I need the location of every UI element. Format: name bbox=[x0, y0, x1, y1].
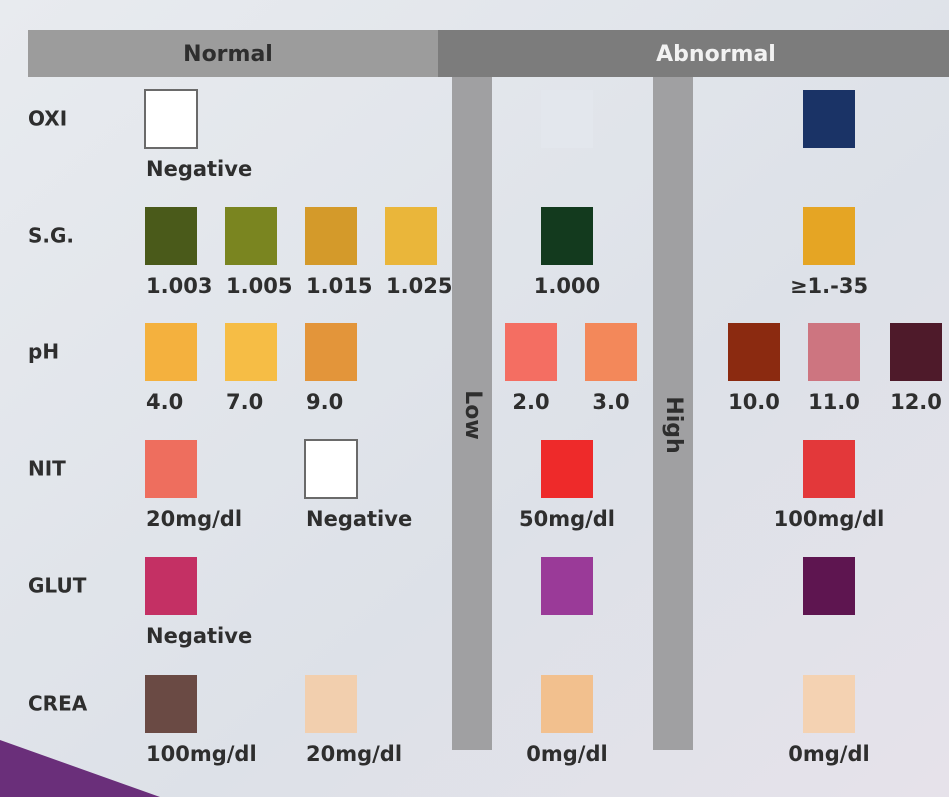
swatch bbox=[145, 557, 197, 615]
row-name: pH bbox=[28, 340, 59, 364]
normal-header bbox=[28, 30, 438, 77]
swatch-label: 100mg/dl bbox=[774, 507, 885, 531]
swatch-label: 11.0 bbox=[808, 390, 860, 414]
swatch-label: 50mg/dl bbox=[519, 507, 615, 531]
swatch bbox=[305, 675, 357, 733]
swatch bbox=[803, 90, 855, 148]
row-name: NIT bbox=[28, 457, 66, 481]
swatch bbox=[304, 439, 358, 499]
swatch-label: 1.005 bbox=[226, 274, 292, 298]
swatch bbox=[541, 557, 593, 615]
swatch-label: 0mg/dl bbox=[788, 742, 869, 766]
swatch-label: 7.0 bbox=[226, 390, 263, 414]
swatch bbox=[145, 675, 197, 733]
swatch-label: 1.015 bbox=[306, 274, 372, 298]
swatch bbox=[305, 323, 357, 381]
high-label: High bbox=[661, 396, 686, 453]
row-name: GLUT bbox=[28, 574, 87, 598]
swatch-label: Negative bbox=[146, 624, 252, 648]
swatch bbox=[145, 207, 197, 265]
swatch-label: 100mg/dl bbox=[146, 742, 257, 766]
swatch bbox=[305, 207, 357, 265]
swatch bbox=[145, 323, 197, 381]
swatch-label: 1.000 bbox=[534, 274, 600, 298]
corner-accent bbox=[0, 740, 160, 797]
abnormal-title: Abnormal bbox=[656, 42, 776, 67]
swatch bbox=[225, 207, 277, 265]
swatch bbox=[803, 207, 855, 265]
normal-title: Normal bbox=[183, 42, 273, 67]
swatch-label: 2.0 bbox=[512, 390, 549, 414]
swatch-label: 1.003 bbox=[146, 274, 212, 298]
swatch bbox=[803, 440, 855, 498]
swatch bbox=[803, 675, 855, 733]
row-name: OXI bbox=[28, 107, 67, 131]
swatch bbox=[225, 323, 277, 381]
swatch bbox=[728, 323, 780, 381]
abnormal-header bbox=[438, 30, 949, 77]
swatch bbox=[585, 323, 637, 381]
swatch bbox=[505, 323, 557, 381]
swatch bbox=[145, 440, 197, 498]
swatch bbox=[144, 89, 198, 149]
swatch-label: 12.0 bbox=[890, 390, 942, 414]
low-label: Low bbox=[460, 390, 485, 439]
swatch-label: 20mg/dl bbox=[146, 507, 242, 531]
swatch bbox=[808, 323, 860, 381]
swatch bbox=[541, 440, 593, 498]
swatch-label: Negative bbox=[146, 157, 252, 181]
swatch-label: Negative bbox=[306, 507, 412, 531]
swatch-label: 3.0 bbox=[592, 390, 629, 414]
swatch-label: 20mg/dl bbox=[306, 742, 402, 766]
row-name: S.G. bbox=[28, 224, 74, 248]
swatch-label: ≥1.-35 bbox=[790, 274, 868, 298]
high-band bbox=[653, 77, 693, 750]
swatch-label: 0mg/dl bbox=[526, 742, 607, 766]
row-name: CREA bbox=[28, 692, 88, 716]
swatch bbox=[541, 675, 593, 733]
swatch bbox=[803, 557, 855, 615]
swatch-label: 1.025 bbox=[386, 274, 452, 298]
swatch bbox=[385, 207, 437, 265]
swatch bbox=[890, 323, 942, 381]
swatch-label: 4.0 bbox=[146, 390, 183, 414]
swatch bbox=[541, 90, 593, 148]
low-band bbox=[452, 77, 492, 750]
swatch-label: 9.0 bbox=[306, 390, 343, 414]
swatch bbox=[541, 207, 593, 265]
swatch-label: 10.0 bbox=[728, 390, 780, 414]
